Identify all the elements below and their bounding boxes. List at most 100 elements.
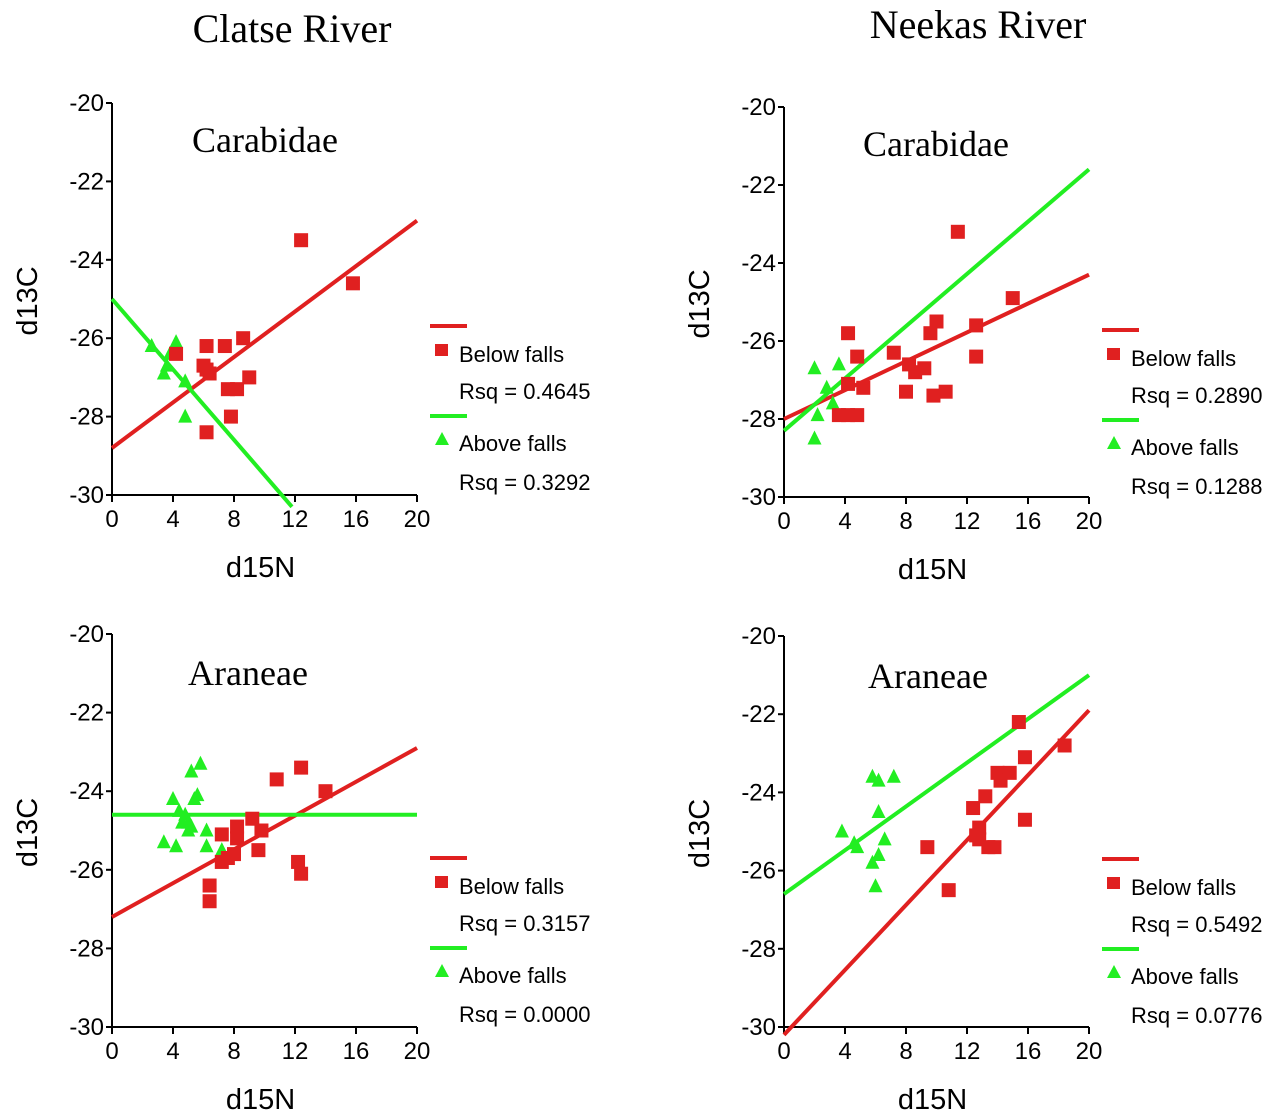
above-falls-regression-line [112, 299, 292, 507]
below-falls-point [887, 346, 901, 360]
below-falls-point [242, 370, 256, 384]
y-tick-label: -22 [69, 700, 104, 727]
legend-below-marker [1107, 348, 1120, 360]
below-falls-point [200, 339, 214, 353]
y-tick-label: -30 [741, 484, 776, 511]
above-falls-point [157, 834, 171, 848]
legend-above-label: Above falls [459, 431, 567, 456]
x-tick-label: 0 [777, 1038, 790, 1065]
above-falls-point [808, 431, 822, 445]
legend-above-rsq: Rsq = 0.0000 [459, 1002, 590, 1027]
y-tick-label: -22 [741, 172, 776, 199]
below-falls-regression-line [112, 221, 417, 448]
x-axis-label: d15N [226, 1084, 295, 1116]
x-tick-label: 12 [954, 508, 981, 535]
below-falls-point [319, 784, 333, 798]
legend-above-label: Above falls [1131, 435, 1239, 460]
below-falls-point [850, 350, 864, 364]
below-falls-point [841, 377, 855, 391]
y-tick-label: -22 [741, 701, 776, 728]
below-falls-point [346, 276, 360, 290]
x-tick-label: 4 [166, 1038, 179, 1065]
y-tick-label: -30 [69, 482, 104, 509]
above-falls-point [169, 334, 183, 348]
above-falls-point [169, 838, 183, 852]
below-falls-point [951, 225, 965, 239]
y-tick-label: -20 [741, 94, 776, 121]
legend-below-marker [1107, 877, 1120, 889]
below-falls-point [899, 385, 913, 399]
x-tick-label: 4 [838, 1038, 851, 1065]
x-tick-label: 16 [1015, 508, 1042, 535]
below-falls-point [923, 326, 937, 340]
x-tick-label: 0 [105, 506, 118, 533]
panel-title: Araneae [868, 656, 988, 696]
legend-above-label: Above falls [1131, 964, 1239, 989]
legend-above-marker [435, 964, 449, 977]
below-falls-point [215, 827, 229, 841]
x-axis-label: d15N [898, 1084, 967, 1116]
x-tick-label: 12 [282, 506, 309, 533]
below-falls-point [200, 363, 214, 377]
above-falls-point [835, 824, 849, 838]
legend-below-label: Below falls [1131, 875, 1236, 900]
column-title-clatse: Clatse River [193, 6, 392, 51]
panel-1: -30 -28 -26 -24 -22 -20 0 4 8 12 16 20 d15N d13C Carab… [12, 90, 590, 584]
legend-above-marker [435, 432, 449, 445]
legend-above-rsq: Rsq = 0.1288 [1131, 474, 1262, 499]
below-falls-point [200, 425, 214, 439]
x-tick-label: 16 [1015, 1038, 1042, 1065]
panel-4: -30-28-26-24-22-200 4 8 12 16 20d15Nd13CArane… [684, 623, 1262, 1116]
legend-below-rsq: Rsq = 0.5492 [1131, 912, 1262, 937]
legend-below-label: Below falls [459, 342, 564, 367]
panels-group: -30 -28 -26 -24 -22 -20 0 4 8 12 16 20 d15N d13C Carab… [12, 90, 1262, 1116]
y-tick-label: -30 [741, 1014, 776, 1041]
below-falls-point [230, 382, 244, 396]
below-falls-point [203, 879, 217, 893]
above-falls-point [832, 356, 846, 370]
y-tick-label: -24 [741, 779, 776, 806]
below-falls-regression-line [784, 710, 1089, 1035]
x-tick-label: 8 [227, 506, 240, 533]
below-falls-point [978, 789, 992, 803]
x-tick-label: 20 [1076, 1038, 1103, 1065]
legend-below-marker [435, 344, 448, 356]
below-falls-point [850, 408, 864, 422]
x-tick-label: 12 [282, 1038, 309, 1065]
y-tick-label: -28 [741, 936, 776, 963]
x-tick-label: 12 [954, 1038, 981, 1065]
legend-above-marker [1107, 436, 1121, 449]
y-axis-label: d13C [684, 269, 716, 338]
above-falls-point [820, 380, 834, 394]
panel-title: Carabidae [192, 120, 338, 160]
legend-below-rsq: Rsq = 0.2890 [1131, 383, 1262, 408]
below-falls-point [230, 831, 244, 845]
below-falls-point [939, 385, 953, 399]
y-axis-label: d13C [684, 799, 716, 868]
below-falls-point [1058, 738, 1072, 752]
above-falls-regression-line [784, 675, 1089, 894]
y-tick-label: -20 [69, 90, 104, 117]
y-tick-label: -26 [741, 328, 776, 355]
below-falls-point [224, 410, 238, 424]
above-falls-point [193, 756, 207, 770]
below-falls-point [841, 326, 855, 340]
panel-title: Carabidae [863, 124, 1009, 164]
x-axis-label: d15N [226, 552, 295, 584]
below-falls-point [294, 867, 308, 881]
y-tick-label: -24 [741, 250, 776, 277]
below-falls-point [169, 347, 183, 361]
y-tick-label: -26 [69, 325, 104, 352]
below-falls-point [926, 389, 940, 403]
above-falls-point [178, 409, 192, 423]
below-falls-point [1018, 750, 1032, 764]
above-falls-point [887, 769, 901, 783]
below-falls-point [942, 883, 956, 897]
below-falls-point [215, 855, 229, 869]
legend-below-label: Below falls [1131, 346, 1236, 371]
below-falls-point [270, 772, 284, 786]
below-falls-point [920, 840, 934, 854]
x-tick-label: 16 [343, 1038, 370, 1065]
below-falls-point [294, 761, 308, 775]
x-tick-label: 20 [404, 506, 431, 533]
